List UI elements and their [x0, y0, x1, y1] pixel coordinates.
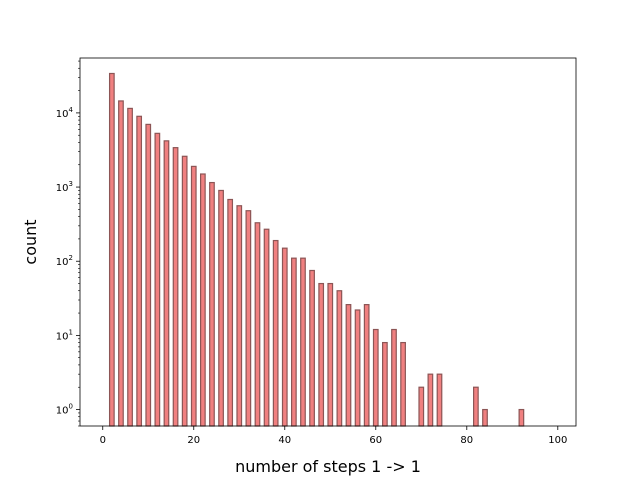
x-tick-label: 0 — [100, 435, 106, 446]
bar — [291, 257, 297, 427]
bar — [181, 155, 188, 427]
bar — [227, 198, 234, 427]
bar — [218, 189, 224, 427]
bar — [154, 132, 161, 427]
bar — [118, 100, 124, 427]
x-tick-label: 60 — [369, 435, 382, 446]
y-axis-ticks: 100 101 102 103 104 — [56, 60, 80, 427]
y-tick-label: 104 — [56, 106, 74, 120]
y-tick-label: 102 — [56, 254, 73, 268]
y-tick-label: 101 — [56, 328, 73, 342]
bar — [145, 123, 152, 427]
bar — [309, 269, 315, 427]
bar — [363, 304, 370, 427]
bar — [190, 165, 197, 427]
bar — [318, 282, 325, 427]
bar — [372, 328, 379, 427]
bar — [482, 408, 488, 427]
y-tick-label: 103 — [56, 180, 73, 194]
bar — [127, 107, 133, 427]
x-axis-label: number of steps 1 -> 1 — [235, 457, 421, 476]
bar — [245, 210, 252, 427]
x-tick-label: 100 — [548, 435, 567, 446]
bar — [236, 205, 243, 427]
bar — [436, 373, 443, 427]
bar — [391, 328, 397, 427]
bar — [400, 341, 406, 427]
bar — [336, 290, 343, 427]
y-axis-label: count — [21, 219, 40, 264]
bar — [172, 147, 179, 427]
bar — [418, 386, 425, 427]
bar — [136, 115, 143, 427]
bar — [163, 140, 170, 427]
bar — [345, 304, 352, 427]
plot-frame — [79, 57, 577, 427]
bar — [382, 341, 388, 427]
bar — [199, 173, 206, 427]
bar — [263, 228, 270, 427]
bar — [272, 239, 279, 427]
bar — [518, 408, 525, 427]
bar — [281, 247, 288, 427]
x-tick-label: 20 — [187, 435, 200, 446]
bar — [473, 386, 479, 427]
bar — [427, 373, 434, 427]
x-tick-label: 40 — [278, 435, 291, 446]
bar — [108, 72, 115, 427]
bar — [327, 282, 334, 427]
bar — [300, 257, 306, 427]
y-tick-label: 100 — [56, 403, 73, 417]
bar — [354, 309, 361, 427]
bar — [209, 181, 215, 427]
bar — [254, 222, 261, 427]
x-axis-ticks: 0 20 40 60 80 100 — [100, 426, 567, 446]
x-tick-label: 80 — [460, 435, 473, 446]
